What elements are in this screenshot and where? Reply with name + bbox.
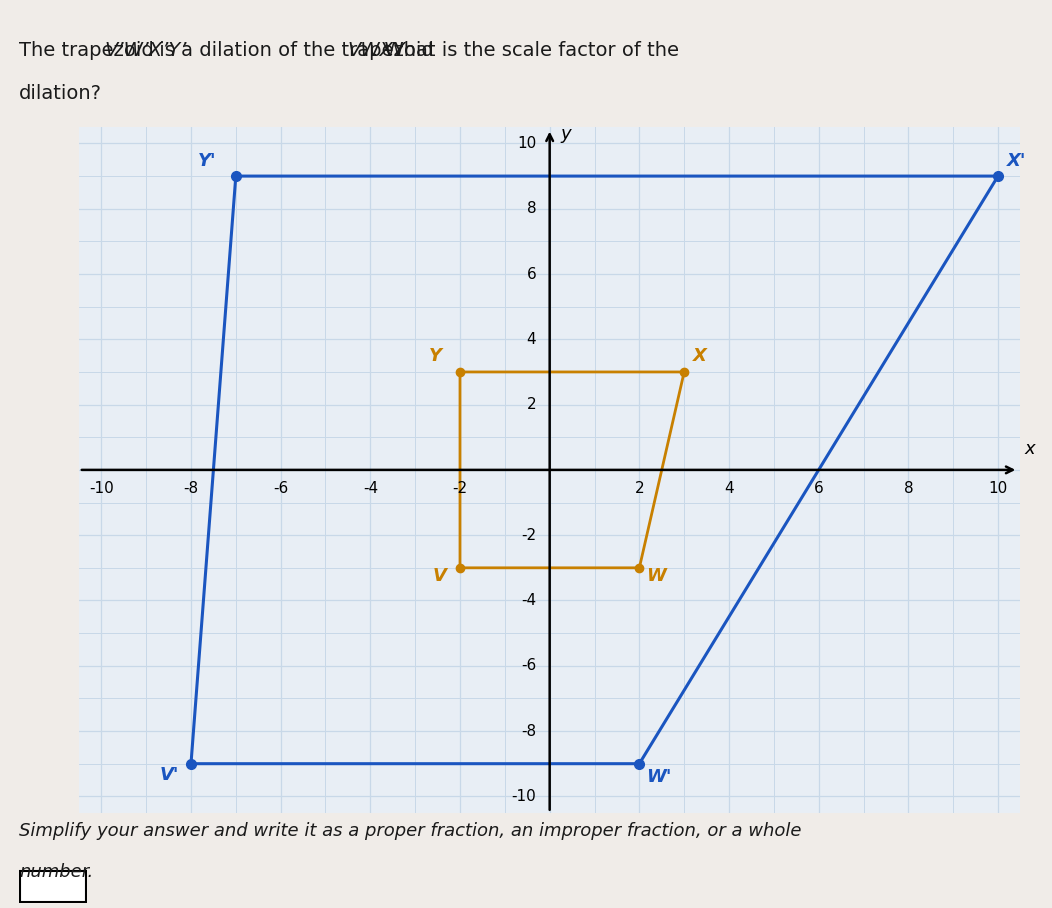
Text: 4: 4 xyxy=(527,331,537,347)
Text: 6: 6 xyxy=(814,481,824,497)
Text: -8: -8 xyxy=(183,481,199,497)
Text: 4: 4 xyxy=(724,481,734,497)
Text: 8: 8 xyxy=(904,481,913,497)
Text: Y: Y xyxy=(428,347,442,364)
Text: -8: -8 xyxy=(521,724,537,738)
Text: -10: -10 xyxy=(511,789,537,804)
Text: X: X xyxy=(693,347,707,364)
Text: -2: -2 xyxy=(452,481,467,497)
Text: number.: number. xyxy=(19,863,94,881)
Text: Y': Y' xyxy=(198,153,217,171)
Text: . What is the scale factor of the: . What is the scale factor of the xyxy=(371,41,679,60)
Text: VWXY: VWXY xyxy=(347,41,405,60)
Text: X': X' xyxy=(1007,153,1027,171)
Text: is a dilation of the trapezoid: is a dilation of the trapezoid xyxy=(153,41,440,60)
Text: 6: 6 xyxy=(526,267,537,281)
Text: -2: -2 xyxy=(521,528,537,543)
Text: V: V xyxy=(433,567,447,585)
Text: V’W’X’Y’: V’W’X’Y’ xyxy=(104,41,186,60)
Text: 10: 10 xyxy=(517,136,537,151)
Text: y: y xyxy=(561,125,571,143)
Text: -6: -6 xyxy=(274,481,288,497)
Text: Simplify your answer and write it as a proper fraction, an improper fraction, or: Simplify your answer and write it as a p… xyxy=(19,822,802,840)
Text: W': W' xyxy=(646,767,671,785)
Text: -6: -6 xyxy=(521,658,537,673)
Text: 10: 10 xyxy=(989,481,1008,497)
Text: W: W xyxy=(646,567,666,585)
Text: x: x xyxy=(1025,440,1035,459)
Text: -10: -10 xyxy=(89,481,114,497)
Text: 2: 2 xyxy=(527,397,537,412)
Text: 8: 8 xyxy=(527,202,537,216)
Text: The trapezoid: The trapezoid xyxy=(19,41,160,60)
Text: -4: -4 xyxy=(521,593,537,608)
Text: -4: -4 xyxy=(363,481,378,497)
Text: 2: 2 xyxy=(634,481,644,497)
Text: dilation?: dilation? xyxy=(19,84,102,104)
Text: V': V' xyxy=(160,766,179,784)
